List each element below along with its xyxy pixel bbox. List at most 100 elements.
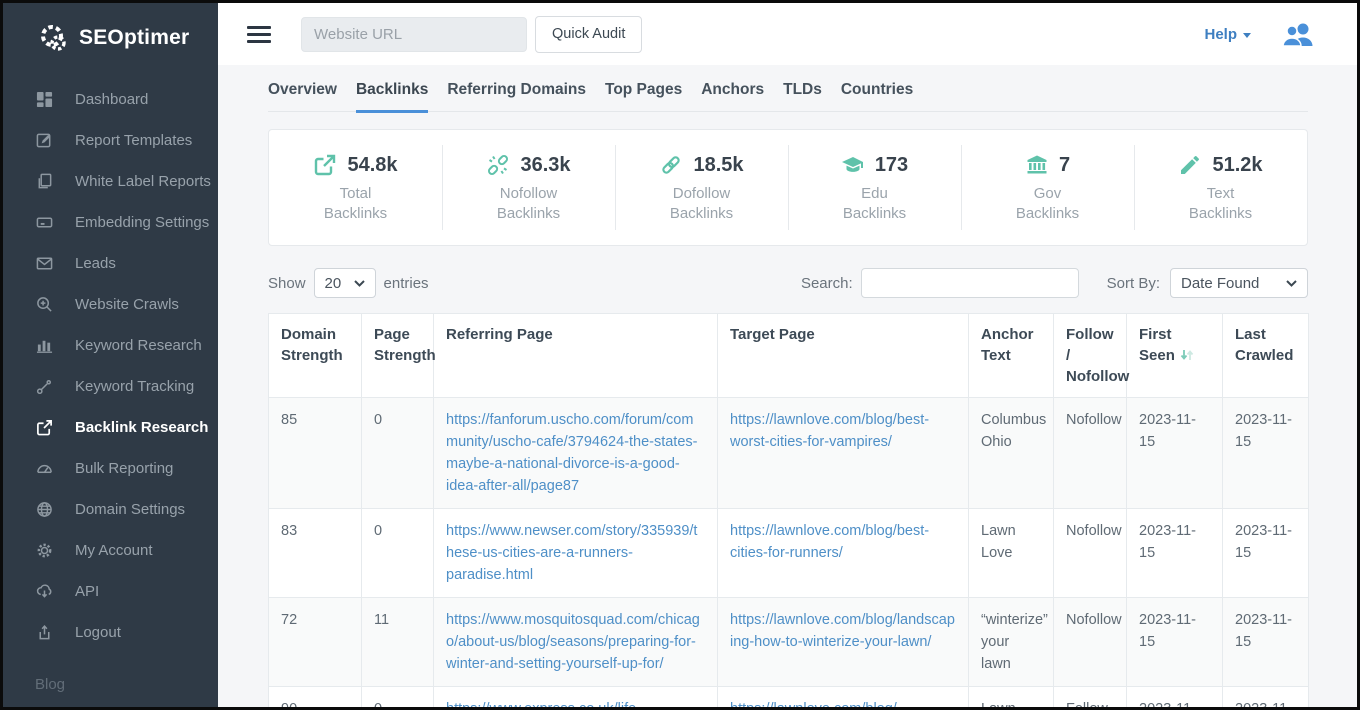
sidebar-item-keyword-research[interactable]: Keyword Research bbox=[3, 325, 218, 366]
graduation-cap-icon bbox=[841, 157, 863, 172]
sidebar-item-website-crawls[interactable]: Website Crawls bbox=[3, 284, 218, 325]
sidebar: SEOptimer Dashboard Report Templates Whi… bbox=[3, 3, 218, 707]
cell-follow-nofollow: Follow bbox=[1053, 686, 1127, 707]
sidebar-item-api[interactable]: API bbox=[3, 571, 218, 612]
stat-label: Text Backlinks bbox=[1188, 185, 1253, 222]
cell-anchor-text: “winterize” your lawn bbox=[968, 597, 1054, 687]
cell-last-crawled: 2023-11-14 bbox=[1222, 686, 1309, 707]
users-icon[interactable] bbox=[1281, 21, 1315, 47]
col-header-target-page[interactable]: Target Page bbox=[717, 313, 969, 398]
table-controls: Show 20 entries Search: Sort By: Date Fo… bbox=[268, 268, 1308, 298]
tab-anchors[interactable]: Anchors bbox=[701, 81, 765, 98]
col-header-domain-strength[interactable]: Domain Strength bbox=[268, 313, 362, 398]
sidebar-item-bulk-reporting[interactable]: Bulk Reporting bbox=[3, 448, 218, 489]
sidebar-blog-link[interactable]: Blog bbox=[35, 676, 66, 693]
sidebar-nav: Dashboard Report Templates White Label R… bbox=[3, 79, 218, 653]
sidebar-item-my-account[interactable]: My Account bbox=[3, 530, 218, 571]
sidebar-item-white-label-reports[interactable]: White Label Reports bbox=[3, 161, 218, 202]
cell-target-page: https://lawnlove.com/blog/best-worst-cit… bbox=[717, 397, 969, 509]
tab-countries[interactable]: Countries bbox=[840, 81, 914, 98]
stat-text-backlinks: 51.2k Text Backlinks bbox=[1134, 130, 1307, 245]
search-plus-icon bbox=[35, 296, 53, 314]
cell-follow-nofollow: Nofollow bbox=[1053, 397, 1127, 509]
logout-icon bbox=[35, 624, 53, 642]
cell-domain-strength: 85 bbox=[268, 397, 362, 509]
cell-target-page: https://lawnlove.com/blog/landscaping-ho… bbox=[717, 597, 969, 687]
chevron-down-icon bbox=[1286, 279, 1297, 287]
tab-top-pages[interactable]: Top Pages bbox=[605, 81, 683, 98]
globe-icon bbox=[35, 501, 53, 519]
cell-first-seen: 2023-11-15 bbox=[1126, 508, 1223, 598]
sidebar-item-report-templates[interactable]: Report Templates bbox=[3, 120, 218, 161]
search-input[interactable] bbox=[860, 268, 1079, 298]
cell-target-page: https://lawnlove.com/blog/ bbox=[717, 686, 969, 710]
brand-logo[interactable]: SEOptimer bbox=[3, 3, 218, 53]
brand-name: SEOptimer bbox=[79, 26, 190, 49]
sidebar-item-backlink-research[interactable]: Backlink Research bbox=[3, 407, 218, 448]
sidebar-item-dashboard[interactable]: Dashboard bbox=[3, 79, 218, 120]
cell-page-strength: 0 bbox=[361, 397, 434, 509]
sidebar-item-embedding-settings[interactable]: Embedding Settings bbox=[3, 202, 218, 243]
target-page-link[interactable]: https://lawnlove.com/blog/landscaping-ho… bbox=[730, 612, 955, 650]
col-header-first-seen[interactable]: First Seen bbox=[1126, 313, 1223, 398]
caret-down-icon bbox=[1243, 32, 1251, 38]
table-header-row: Domain Strength Page Strength Referring … bbox=[268, 313, 1309, 398]
edit-document-icon bbox=[35, 132, 53, 150]
stat-value: 36.3k bbox=[520, 153, 571, 176]
seoptimer-gear-icon bbox=[41, 25, 66, 51]
embed-card-icon bbox=[35, 214, 53, 232]
sidebar-item-label: Backlink Research bbox=[75, 419, 209, 436]
cell-follow-nofollow: Nofollow bbox=[1053, 508, 1127, 598]
stat-total-backlinks: 54.8k Total Backlinks bbox=[269, 130, 442, 245]
sidebar-item-label: My Account bbox=[75, 542, 153, 559]
sidebar-item-logout[interactable]: Logout bbox=[3, 612, 218, 653]
sidebar-item-leads[interactable]: Leads bbox=[3, 243, 218, 284]
help-menu[interactable]: Help bbox=[1204, 26, 1251, 43]
tab-tlds[interactable]: TLDs bbox=[783, 81, 822, 98]
sidebar-item-label: Dashboard bbox=[75, 91, 149, 108]
col-header-last-crawled[interactable]: Last Crawled bbox=[1222, 313, 1309, 398]
menu-toggle-icon[interactable] bbox=[247, 22, 271, 47]
cell-last-crawled: 2023-11-15 bbox=[1222, 508, 1309, 598]
referring-page-link[interactable]: https://www.express.co.uk/life-style/gar… bbox=[446, 701, 642, 710]
tab-referring-domains[interactable]: Referring Domains bbox=[447, 81, 586, 98]
stat-label: Gov Backlinks bbox=[1015, 185, 1080, 222]
referring-page-link[interactable]: https://www.mosquitosquad.com/chicago/ab… bbox=[446, 612, 700, 672]
sidebar-item-domain-settings[interactable]: Domain Settings bbox=[3, 489, 218, 530]
sidebar-item-label: Keyword Research bbox=[75, 337, 202, 354]
col-header-follow-nofollow[interactable]: Follow / Nofollow bbox=[1053, 313, 1129, 398]
col-header-page-strength[interactable]: Page Strength bbox=[361, 313, 436, 398]
stat-value: 7 bbox=[1058, 153, 1071, 176]
stat-label: Dofollow Backlinks bbox=[669, 185, 734, 222]
backlinks-table: Domain Strength Page Strength Referring … bbox=[268, 313, 1309, 710]
sidebar-item-keyword-tracking[interactable]: Keyword Tracking bbox=[3, 366, 218, 407]
gear-icon bbox=[35, 542, 53, 560]
cell-first-seen: 2023-11-15 bbox=[1126, 397, 1223, 509]
sidebar-item-label: Bulk Reporting bbox=[75, 460, 174, 477]
sort-by-select[interactable]: Date Found bbox=[1170, 268, 1308, 298]
stat-edu-backlinks: 173 Edu Backlinks bbox=[788, 130, 961, 245]
referring-page-link[interactable]: https://fanforum.uscho.com/forum/communi… bbox=[446, 412, 698, 494]
col-header-referring-page[interactable]: Referring Page bbox=[433, 313, 718, 398]
target-page-link[interactable]: https://lawnlove.com/blog/best-cities-fo… bbox=[730, 523, 930, 561]
stat-gov-backlinks: 7 Gov Backlinks bbox=[961, 130, 1134, 245]
quick-audit-button[interactable]: Quick Audit bbox=[535, 15, 643, 53]
entries-per-page-select[interactable]: 20 bbox=[313, 268, 376, 298]
tab-overview[interactable]: Overview bbox=[268, 81, 337, 98]
sidebar-item-label: Logout bbox=[75, 624, 121, 641]
target-page-link[interactable]: https://lawnlove.com/blog/ bbox=[730, 701, 897, 710]
cell-last-crawled: 2023-11-15 bbox=[1222, 397, 1309, 509]
cell-follow-nofollow: Nofollow bbox=[1053, 597, 1127, 687]
table-row: 83 0 https://www.newser.com/story/335939… bbox=[268, 508, 1309, 598]
cell-target-page: https://lawnlove.com/blog/best-cities-fo… bbox=[717, 508, 969, 598]
tab-backlinks[interactable]: Backlinks bbox=[355, 81, 429, 113]
website-url-input[interactable] bbox=[301, 16, 527, 52]
target-page-link[interactable]: https://lawnlove.com/blog/best-worst-cit… bbox=[730, 412, 930, 450]
stat-value: 54.8k bbox=[347, 153, 398, 176]
stat-value: 18.5k bbox=[693, 153, 744, 176]
col-header-anchor-text[interactable]: Anchor Text bbox=[968, 313, 1054, 398]
cloud-download-icon bbox=[35, 583, 53, 601]
col-header-label: First Seen bbox=[1139, 326, 1175, 364]
sidebar-item-label: Leads bbox=[75, 255, 116, 272]
referring-page-link[interactable]: https://www.newser.com/story/335939/thes… bbox=[446, 523, 698, 583]
